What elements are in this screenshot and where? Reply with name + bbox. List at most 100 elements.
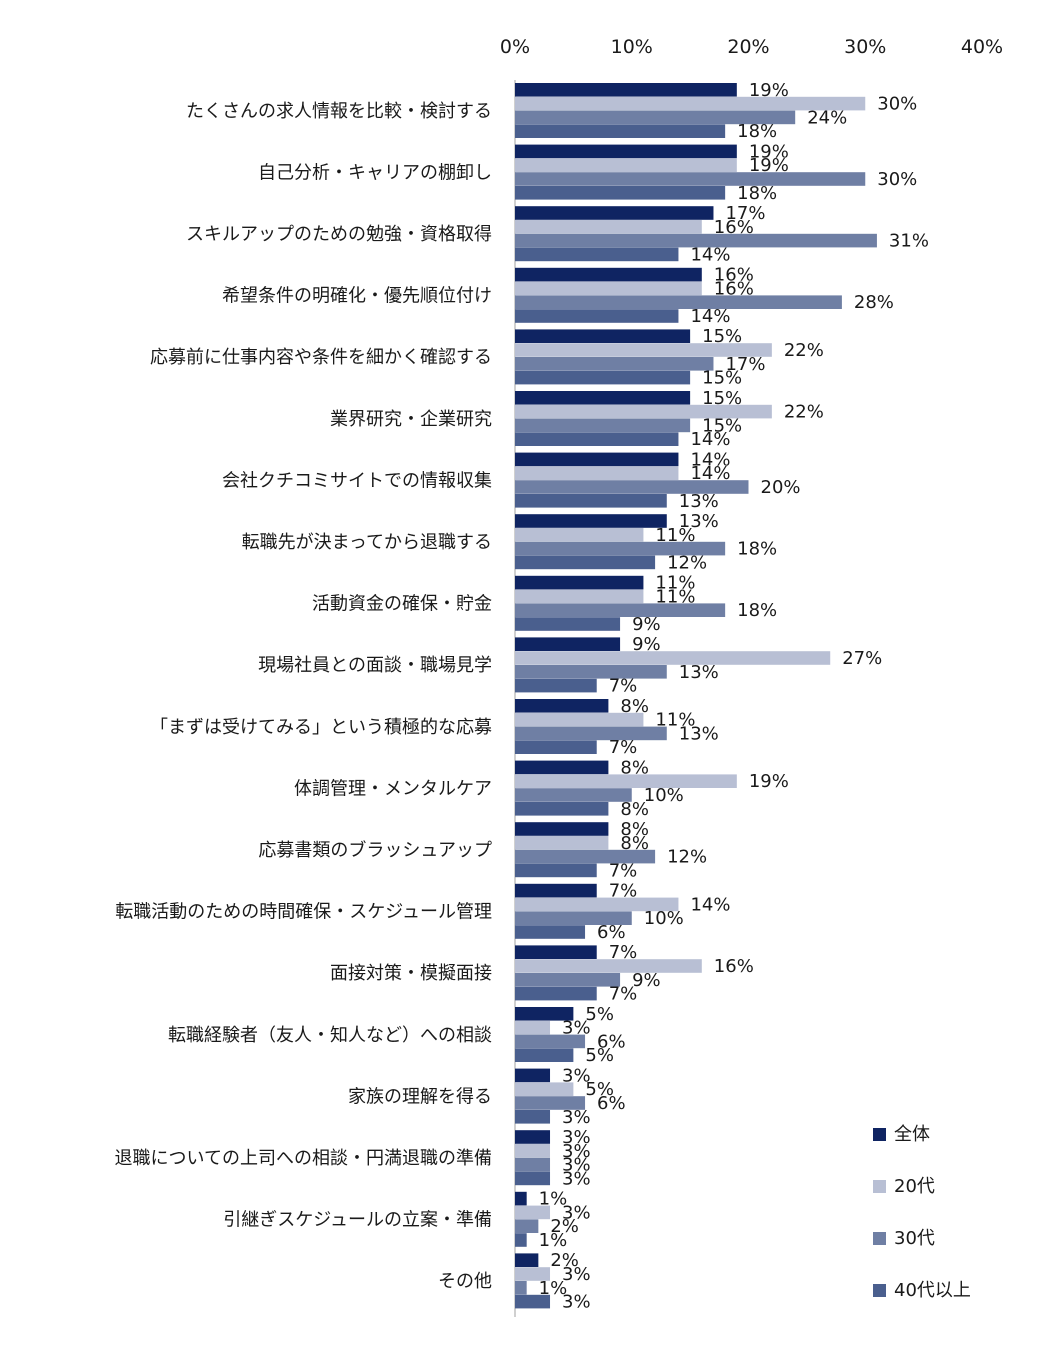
data-label: 6% <box>597 1031 626 1052</box>
bar <box>515 555 656 570</box>
bar <box>515 973 621 987</box>
bars-layer <box>515 83 877 1309</box>
bar <box>515 110 796 125</box>
bar <box>515 329 691 343</box>
x-tick-label: 0% <box>500 36 530 58</box>
category-label: 退職についての上司への相談・円満退職の準備 <box>115 1148 492 1169</box>
data-label: 10% <box>644 908 684 929</box>
data-label: 13% <box>679 723 719 744</box>
data-label: 19% <box>749 80 789 101</box>
data-label: 7% <box>609 881 638 902</box>
bar <box>515 172 866 186</box>
data-label: 8% <box>620 757 649 778</box>
bar <box>515 712 644 727</box>
data-label: 5% <box>585 1045 614 1066</box>
bar <box>515 1048 574 1062</box>
data-label: 30% <box>877 169 917 190</box>
data-label: 18% <box>737 121 777 142</box>
data-label: 8% <box>620 819 649 840</box>
data-label: 11% <box>655 710 695 731</box>
bar <box>515 343 772 357</box>
bar <box>515 247 679 262</box>
bar <box>515 849 656 864</box>
data-label: 12% <box>667 552 707 573</box>
legend-swatch <box>873 1128 886 1141</box>
category-label: 転職経験者（友人・知人など）への相談 <box>168 1025 492 1046</box>
data-label: 8% <box>620 696 649 717</box>
data-label: 3% <box>562 1141 591 1162</box>
bar <box>515 1096 586 1110</box>
data-label: 11% <box>655 525 695 546</box>
data-label: 19% <box>749 141 789 162</box>
bar <box>515 863 597 878</box>
bar <box>515 589 644 604</box>
category-label: 面接対策・模擬面接 <box>330 963 492 984</box>
bar <box>515 774 737 788</box>
category-label: その他 <box>438 1271 492 1292</box>
bar <box>515 514 667 528</box>
bar <box>515 528 644 542</box>
data-label: 3% <box>562 1202 591 1223</box>
bar <box>515 1191 527 1206</box>
data-label: 18% <box>737 600 777 621</box>
bar <box>515 897 679 912</box>
x-tick-label: 20% <box>727 36 769 58</box>
bar <box>515 233 877 248</box>
data-label: 14% <box>690 894 730 915</box>
data-label: 16% <box>714 956 754 977</box>
bar <box>515 1253 539 1267</box>
bar <box>515 1267 551 1281</box>
data-label: 14% <box>690 449 730 470</box>
legend-label: 20代 <box>894 1176 935 1197</box>
data-label: 8% <box>620 833 649 854</box>
category-label: 体調管理・メンタルケア <box>294 778 492 799</box>
data-label: 13% <box>679 662 719 683</box>
axis-layer: 0% 10% 20% 30% 40% たくさんの求人情報を比較・検討する自己分析・キャリア… <box>115 36 1003 1317</box>
data-label: 1% <box>539 1278 568 1299</box>
category-label: 活動資金の確保・貯金 <box>312 594 492 615</box>
labels-layer: 19%30%24%18%19%19%30%18%17%16%31%14%16%1… <box>539 80 929 1313</box>
bar <box>515 96 866 111</box>
bar <box>515 391 691 405</box>
data-label: 15% <box>702 388 742 409</box>
data-label: 3% <box>562 1018 591 1039</box>
category-label: 応募前に仕事内容や条件を細かく確認する <box>150 347 492 368</box>
category-label: スキルアップのための勉強・資格取得 <box>186 224 492 245</box>
category-label: 応募書類のブラッシュアップ <box>258 839 492 861</box>
data-label: 22% <box>784 402 824 423</box>
data-label: 3% <box>562 1127 591 1148</box>
bar <box>515 1219 539 1233</box>
data-label: 7% <box>609 942 638 963</box>
data-label: 1% <box>539 1189 568 1210</box>
bar <box>515 836 609 850</box>
data-label: 14% <box>690 244 730 265</box>
bar <box>515 295 842 309</box>
data-label: 16% <box>714 217 754 238</box>
bar <box>515 651 831 665</box>
bar <box>515 726 667 741</box>
bar <box>515 1144 551 1158</box>
data-label: 15% <box>702 368 742 389</box>
data-label: 2% <box>550 1250 579 1271</box>
data-label: 12% <box>667 847 707 868</box>
bar <box>515 206 714 220</box>
category-label: 自己分析・キャリアの棚卸し <box>258 162 492 183</box>
data-label: 3% <box>562 1065 591 1086</box>
bar <box>515 480 749 494</box>
category-label: 業界研究・企業研究 <box>330 409 492 430</box>
data-label: 10% <box>644 785 684 806</box>
data-label: 16% <box>714 265 754 286</box>
data-label: 3% <box>562 1107 591 1128</box>
data-label: 11% <box>655 573 695 594</box>
data-label: 1% <box>539 1230 568 1251</box>
data-label: 15% <box>702 415 742 436</box>
data-label: 30% <box>877 94 917 115</box>
bar <box>515 1020 551 1035</box>
bar <box>515 911 632 925</box>
bar <box>515 541 726 556</box>
data-label: 28% <box>854 292 894 313</box>
data-label: 15% <box>702 326 742 347</box>
bar <box>515 637 621 651</box>
legend-swatch <box>873 1284 886 1297</box>
